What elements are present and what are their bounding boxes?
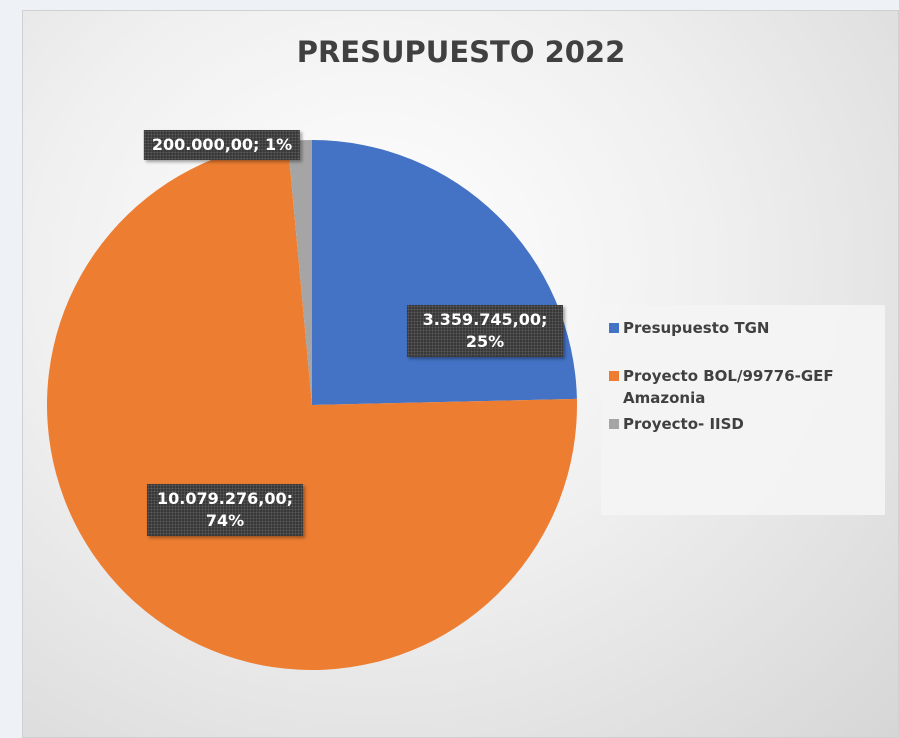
pie-slice (47, 141, 578, 670)
data-label: 10.079.276,00; 74% (147, 484, 303, 536)
legend-label: Proyecto- IISD (623, 415, 744, 433)
pie-slice (287, 140, 312, 405)
data-label: 3.359.745,00; 25% (407, 305, 563, 357)
legend-swatch (609, 323, 619, 333)
data-label: 200.000,00; 1% (143, 130, 301, 160)
legend-entry: Proyecto- IISD (609, 413, 877, 435)
chart-title: PRESUPUESTO 2022 (297, 35, 626, 69)
pie-slice (312, 140, 577, 405)
legend-swatch (609, 419, 619, 429)
legend: Presupuesto TGN Proyecto BOL/99776-GEF Am… (601, 305, 885, 515)
legend-entry: Proyecto BOL/99776-GEF Amazonia (609, 365, 877, 409)
legend-label: Proyecto BOL/99776-GEF Amazonia (623, 367, 834, 407)
legend-label: Presupuesto TGN (623, 319, 770, 337)
legend-entry: Presupuesto TGN (609, 317, 877, 339)
legend-swatch (609, 371, 619, 381)
